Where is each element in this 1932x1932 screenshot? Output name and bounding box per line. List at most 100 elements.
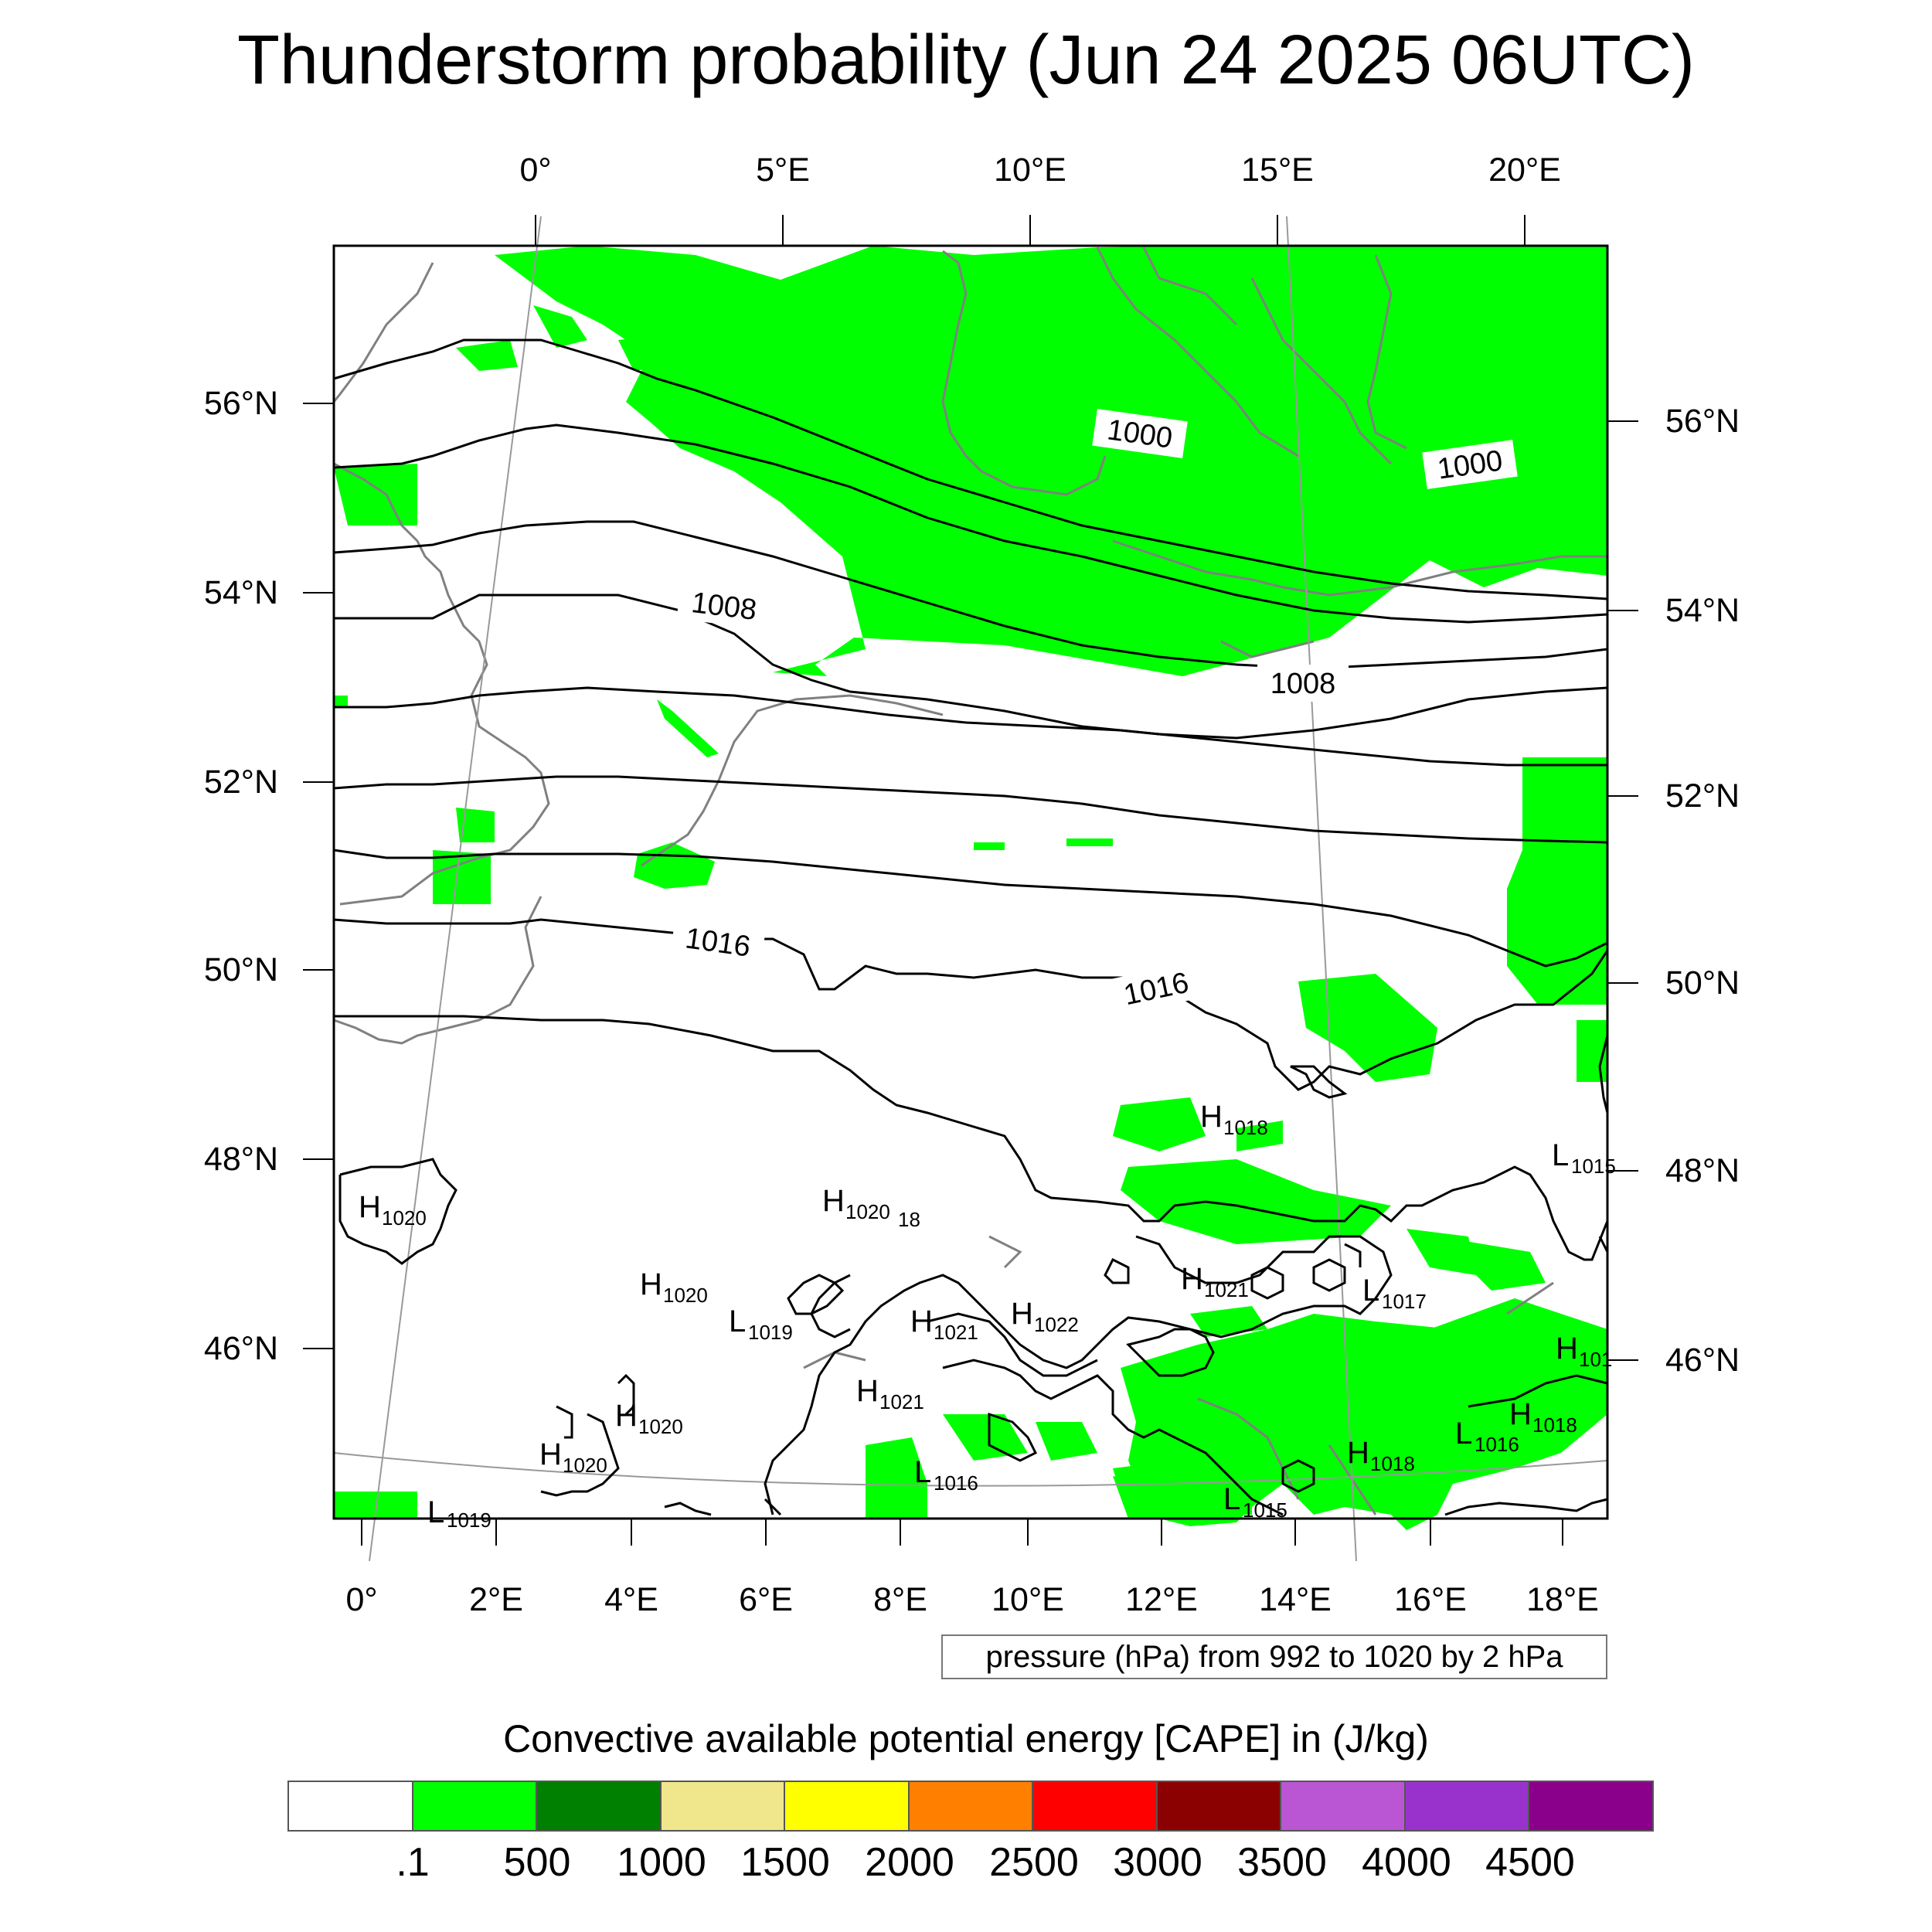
bottom-lon-label: 2°E xyxy=(469,1581,523,1618)
svg-text:L: L xyxy=(1455,1417,1472,1451)
svg-text:H: H xyxy=(539,1437,562,1471)
bottom-lon-label: 4°E xyxy=(604,1581,658,1618)
colorbar-tick: 4000 xyxy=(1362,1840,1451,1885)
svg-text:1015: 1015 xyxy=(1571,1155,1616,1178)
colorbar-tick: 3000 xyxy=(1113,1840,1202,1885)
svg-text:H: H xyxy=(1181,1262,1203,1296)
svg-text:1018: 1018 xyxy=(1532,1413,1577,1437)
pressure-center: H 1020 xyxy=(539,1437,607,1477)
colorbar-swatch xyxy=(536,1782,660,1830)
colorbar-swatch xyxy=(784,1782,908,1830)
top-lon-label: 15°E xyxy=(1241,151,1314,189)
svg-text:1021: 1021 xyxy=(934,1321,978,1344)
colorbar-tick: .1 xyxy=(396,1840,430,1885)
right-lat-label: 54°N xyxy=(1665,592,1740,629)
svg-text:18: 18 xyxy=(898,1208,920,1231)
pressure-center: L 1019 xyxy=(427,1495,492,1532)
left-lat-label: 54°N xyxy=(203,574,278,611)
svg-text:L: L xyxy=(1552,1138,1569,1172)
pressure-center: H 1021 xyxy=(1181,1262,1249,1301)
axis-ticks xyxy=(303,215,1638,1546)
colorbar-swatch xyxy=(1032,1782,1156,1830)
colorbar xyxy=(287,1781,1654,1832)
left-lat-label: 46°N xyxy=(203,1330,278,1367)
map-frame xyxy=(332,244,1609,1520)
svg-text:H: H xyxy=(856,1374,879,1408)
svg-text:1020: 1020 xyxy=(663,1284,708,1307)
top-lon-label: 0° xyxy=(519,151,552,189)
bottom-lon-label: 16°E xyxy=(1394,1581,1467,1618)
svg-text:H: H xyxy=(1509,1397,1532,1431)
pressure-center: H 1020 xyxy=(640,1267,708,1307)
right-lat-label: 46°N xyxy=(1665,1342,1740,1379)
left-lat-label: 50°N xyxy=(203,951,278,988)
svg-text:1016: 1016 xyxy=(934,1471,978,1495)
svg-text:1020: 1020 xyxy=(382,1206,427,1230)
svg-text:H: H xyxy=(640,1267,662,1301)
pressure-center: L 1016 xyxy=(1455,1417,1519,1456)
svg-text:1018: 1018 xyxy=(1370,1452,1415,1475)
colorbar-swatch xyxy=(289,1782,412,1830)
left-lat-label: 56°N xyxy=(203,385,278,422)
pressure-centers: H 1020 H 1020 H 1020 H 1020 H 1020 18 L 1019 H… xyxy=(359,1100,1616,1532)
svg-text:1021: 1021 xyxy=(879,1390,924,1413)
svg-text:L: L xyxy=(729,1304,746,1338)
right-lat-label: 56°N xyxy=(1665,403,1740,440)
svg-text:H: H xyxy=(359,1190,381,1224)
colorbar-tick: 500 xyxy=(503,1840,571,1885)
right-lat-label: 50°N xyxy=(1665,964,1740,1002)
svg-text:1016: 1016 xyxy=(1475,1433,1519,1456)
bottom-lon-label: 14°E xyxy=(1259,1581,1332,1618)
pressure-center: L 1017 xyxy=(1362,1274,1427,1313)
colorbar-swatch xyxy=(659,1782,784,1830)
pressure-center: L 1016 xyxy=(914,1455,978,1495)
svg-text:1019: 1019 xyxy=(447,1509,492,1532)
top-lon-label: 5°E xyxy=(756,151,810,189)
colorbar-tick: 1500 xyxy=(740,1840,830,1885)
contour-label-1008-a: 1008 xyxy=(689,587,758,627)
svg-text:H: H xyxy=(1556,1332,1578,1366)
pressure-center: H 1018 xyxy=(1347,1436,1415,1475)
right-lat-label: 48°N xyxy=(1665,1152,1740,1189)
map-title: Thunderstorm probability (Jun 24 2025 06… xyxy=(237,22,1695,99)
svg-text:1019: 1019 xyxy=(748,1321,793,1344)
contour-labels: 1000 1000 1008 1008 1016 1016 xyxy=(670,409,1518,1016)
svg-text:L: L xyxy=(1362,1274,1379,1308)
pressure-center: H 1020 xyxy=(822,1184,890,1223)
svg-text:L: L xyxy=(914,1455,931,1489)
top-lon-label: 20°E xyxy=(1488,151,1561,189)
colorbar-swatch xyxy=(411,1782,536,1830)
svg-text:H: H xyxy=(910,1304,933,1338)
svg-text:L: L xyxy=(427,1495,444,1529)
pressure-center: H 1022 xyxy=(1011,1297,1079,1336)
colorbar-swatch xyxy=(1155,1782,1281,1830)
svg-text:H: H xyxy=(1011,1297,1033,1331)
bottom-lon-label: 6°E xyxy=(739,1581,793,1618)
svg-text:H: H xyxy=(1347,1436,1369,1470)
coastlines xyxy=(332,247,1607,1515)
right-lat-label: 52°N xyxy=(1665,777,1740,815)
graticule xyxy=(333,216,1608,1562)
contour-label-1016-b: 1016 xyxy=(1121,967,1191,1012)
pressure-center: H 1018 xyxy=(1200,1100,1268,1139)
colorbar-swatch xyxy=(1280,1782,1404,1830)
top-lon-label: 10°E xyxy=(994,151,1066,189)
bottom-lon-label: 0° xyxy=(345,1581,378,1618)
colorbar-swatch xyxy=(1403,1782,1529,1830)
svg-text:L: L xyxy=(1223,1482,1240,1516)
bottom-lon-label: 8°E xyxy=(873,1581,927,1618)
left-lat-label: 52°N xyxy=(203,764,278,801)
pressure-center: H 1020 xyxy=(615,1399,683,1438)
svg-text:H: H xyxy=(822,1184,845,1218)
colorbar-tick: 4500 xyxy=(1485,1840,1575,1885)
bottom-lon-label: 18°E xyxy=(1526,1581,1599,1618)
colorbar-swatch xyxy=(907,1782,1032,1830)
svg-text:H: H xyxy=(1200,1100,1223,1134)
pressure-center: H 1018 xyxy=(1509,1397,1577,1437)
pressure-center: L 1019 xyxy=(729,1304,793,1344)
colorbar-swatch xyxy=(1528,1782,1653,1830)
left-lat-label: 48°N xyxy=(203,1141,278,1178)
svg-text:1020: 1020 xyxy=(638,1415,683,1438)
pressure-center: L 1015 xyxy=(1552,1138,1616,1178)
